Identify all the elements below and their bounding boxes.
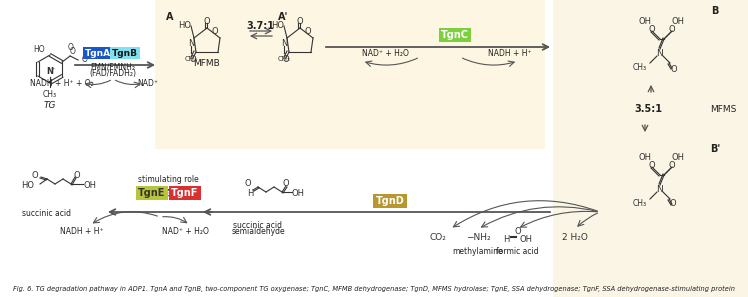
Text: H: H — [503, 235, 510, 244]
Text: CO₂: CO₂ — [429, 233, 447, 241]
Text: O: O — [649, 24, 655, 34]
Text: N: N — [280, 39, 287, 48]
Text: O: O — [669, 24, 675, 34]
Text: TgnA: TgnA — [85, 48, 111, 58]
Text: MFMS: MFMS — [710, 105, 736, 113]
Text: TG: TG — [43, 101, 56, 110]
Text: succinic acid: succinic acid — [233, 220, 283, 230]
Text: CH₃: CH₃ — [633, 198, 647, 208]
Text: NAD⁺ + H₂O: NAD⁺ + H₂O — [162, 227, 209, 236]
Text: semialdehyde: semialdehyde — [231, 227, 285, 236]
Text: B': B' — [710, 144, 720, 154]
Text: TgnB: TgnB — [112, 48, 138, 58]
Bar — [155, 0, 545, 149]
Text: N: N — [188, 39, 194, 48]
Text: TgnD: TgnD — [375, 196, 405, 206]
Text: FMN/FMNH₂: FMN/FMNH₂ — [91, 63, 135, 72]
Text: N: N — [657, 186, 663, 195]
Text: methylamine: methylamine — [453, 247, 503, 255]
Text: O$^-$: O$^-$ — [81, 53, 94, 64]
Text: OH: OH — [672, 17, 684, 26]
Text: O: O — [212, 28, 218, 37]
Text: HO: HO — [21, 181, 34, 189]
Text: NADH + H⁺ + O₂: NADH + H⁺ + O₂ — [30, 80, 94, 89]
Text: N: N — [46, 67, 54, 77]
Text: O: O — [669, 198, 676, 208]
Text: NAD⁺: NAD⁺ — [138, 80, 159, 89]
Text: O: O — [297, 17, 303, 26]
Text: 3.5:1: 3.5:1 — [634, 104, 662, 114]
Text: 3.7:1: 3.7:1 — [246, 21, 274, 31]
Text: OH: OH — [292, 189, 305, 198]
Text: O: O — [74, 170, 80, 179]
Text: TgnE: TgnE — [138, 188, 166, 198]
Text: O: O — [649, 160, 655, 170]
Text: OH: OH — [639, 17, 652, 26]
Text: MFMB: MFMB — [194, 59, 221, 69]
Text: Fig. 6. TG degradation pathway in ADP1. TgnA and TgnB, two-component TG oxygenas: Fig. 6. TG degradation pathway in ADP1. … — [13, 286, 735, 292]
Text: A': A' — [278, 12, 288, 22]
Text: O: O — [67, 42, 73, 51]
Text: OH: OH — [520, 235, 533, 244]
Text: O: O — [283, 179, 289, 189]
Text: NADH + H⁺: NADH + H⁺ — [60, 227, 104, 236]
Text: OH: OH — [639, 152, 652, 162]
Text: OH: OH — [84, 181, 97, 189]
Text: O: O — [245, 179, 251, 189]
Text: formic acid: formic acid — [496, 247, 539, 255]
Text: O: O — [283, 56, 289, 64]
Text: succinic acid: succinic acid — [22, 208, 72, 217]
Text: O: O — [203, 17, 210, 26]
Text: HO: HO — [178, 20, 191, 29]
Text: CH₃: CH₃ — [278, 56, 290, 62]
Text: O: O — [304, 28, 311, 37]
Text: O: O — [31, 170, 38, 179]
Text: $^+$: $^+$ — [51, 67, 57, 72]
Text: H: H — [247, 189, 253, 198]
Text: 2 H₂O: 2 H₂O — [562, 233, 588, 241]
Text: TgnC: TgnC — [441, 30, 469, 40]
Text: (FAD/FADH₂): (FAD/FADH₂) — [90, 69, 136, 78]
Text: O: O — [190, 56, 196, 64]
Text: O: O — [515, 228, 521, 236]
Text: −NH₂: −NH₂ — [466, 233, 490, 241]
Text: stimulating role: stimulating role — [138, 175, 198, 184]
Text: A: A — [166, 12, 174, 22]
Text: CH₃: CH₃ — [43, 90, 57, 99]
Text: +: + — [165, 185, 173, 195]
Text: NADH + H⁺: NADH + H⁺ — [488, 48, 532, 58]
Text: B: B — [711, 6, 719, 16]
Text: CH₃: CH₃ — [185, 56, 197, 62]
Text: CH₃: CH₃ — [633, 62, 647, 72]
Text: NAD⁺ + H₂O: NAD⁺ + H₂O — [361, 48, 408, 58]
Text: HO: HO — [34, 45, 45, 55]
Text: O: O — [671, 64, 677, 73]
Text: HO: HO — [271, 20, 284, 29]
Text: O: O — [669, 160, 675, 170]
Text: OH: OH — [672, 152, 684, 162]
Text: O: O — [69, 48, 75, 56]
Bar — [553, 0, 748, 297]
Text: TgnF: TgnF — [171, 188, 199, 198]
Text: N: N — [657, 50, 663, 59]
